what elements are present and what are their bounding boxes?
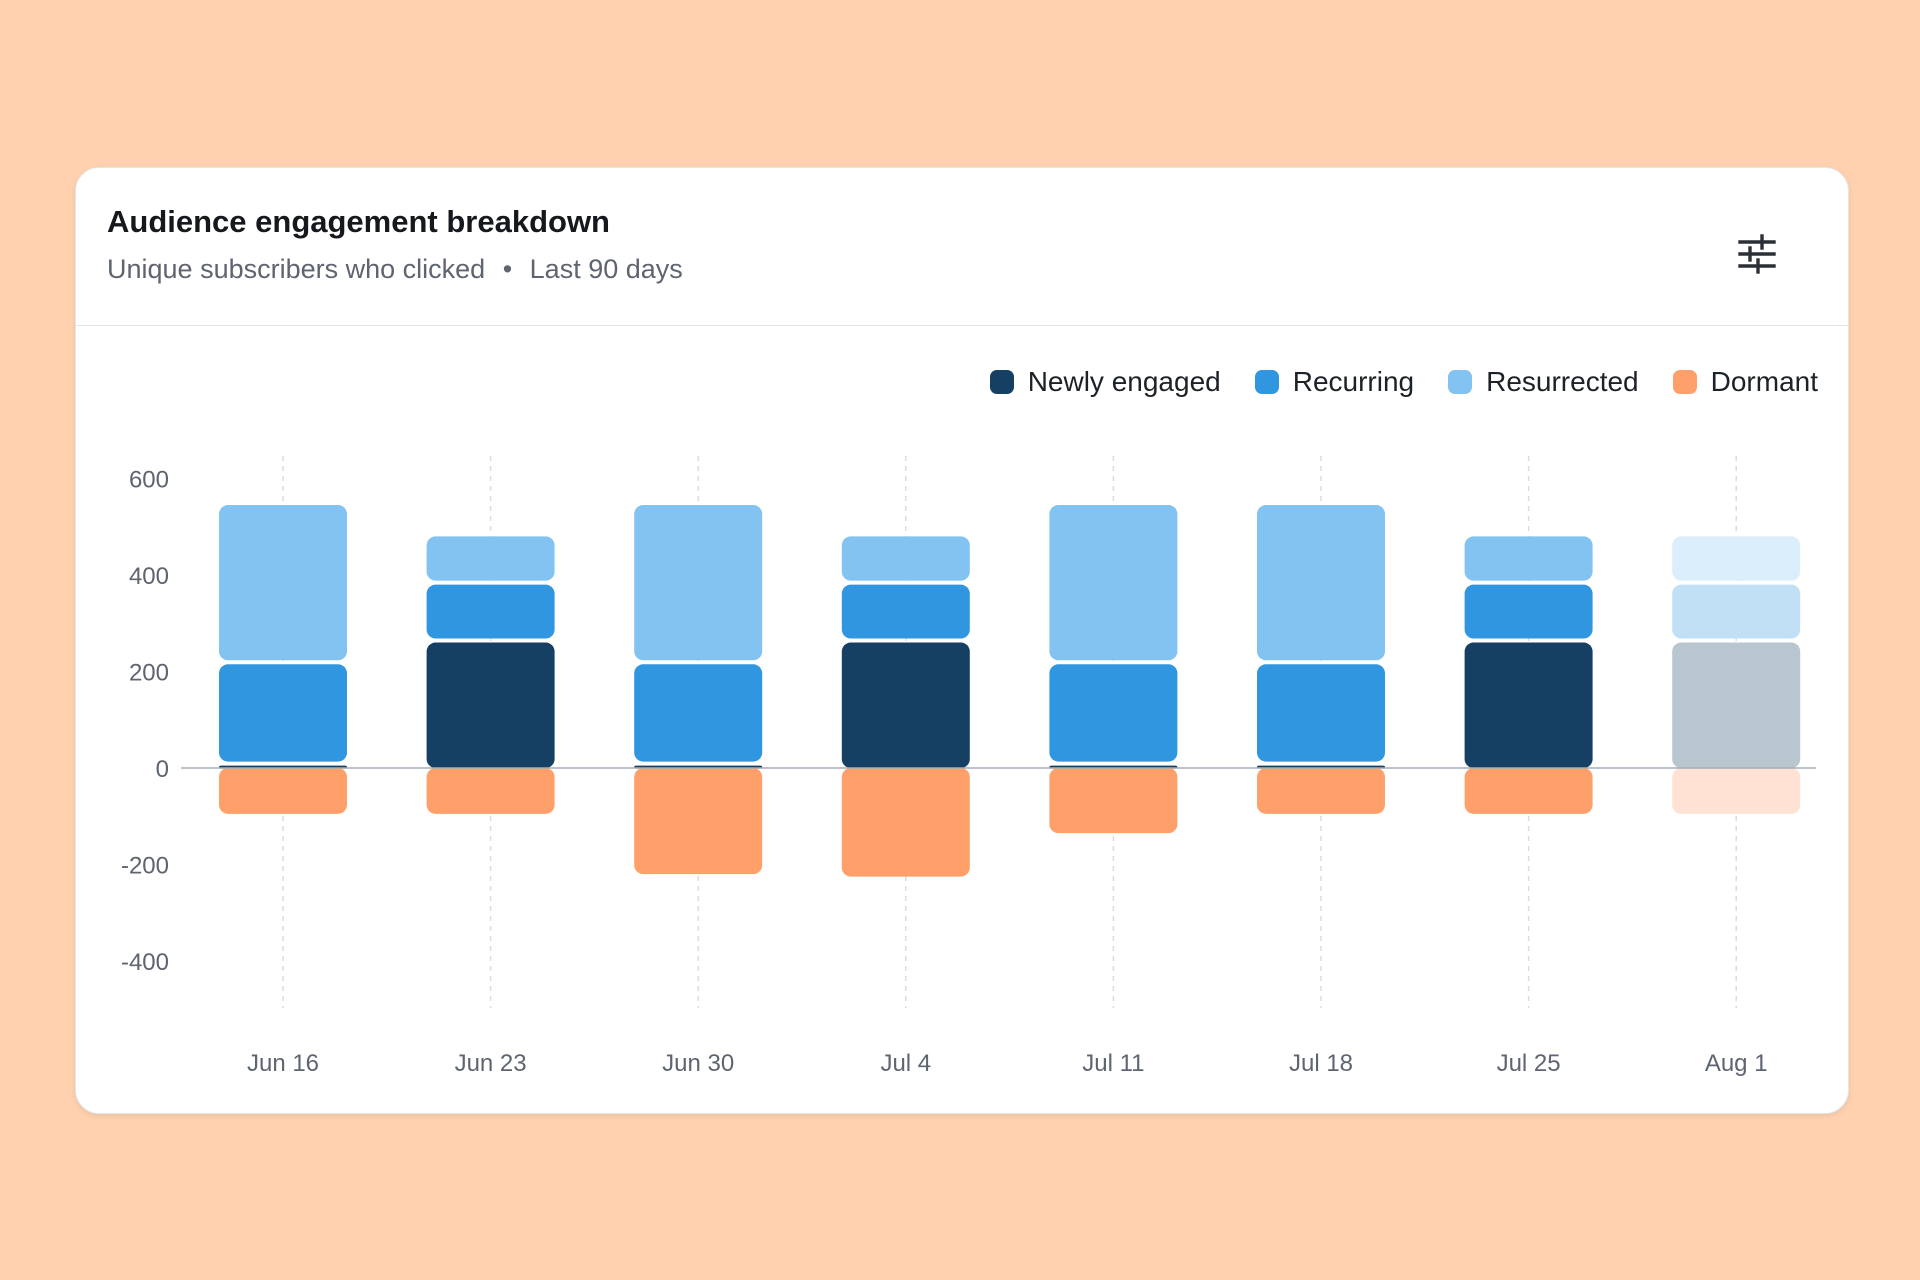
bar-resurrected-aug-1 (1672, 536, 1801, 581)
subtitle-period: Last 90 days (529, 254, 683, 284)
bar-resurrected-jul-18 (1257, 505, 1385, 661)
bar-dormant-jul-25 (1464, 768, 1593, 814)
y-tick-label: -400 (121, 949, 169, 976)
bar-dormant-jun-16 (219, 768, 347, 814)
legend-item-newly-engaged[interactable]: Newly engaged (989, 366, 1221, 398)
bar-newly-engaged-jul-4 (841, 642, 970, 768)
bar-resurrected-jul-4 (841, 536, 970, 581)
bar-resurrected-jun-16 (219, 505, 347, 661)
bar-newly-engaged-aug-1 (1672, 642, 1801, 768)
legend-item-recurring[interactable]: Recurring (1254, 366, 1415, 398)
y-tick-label: 600 (129, 467, 169, 494)
x-tick-label: Jun 16 (247, 1050, 319, 1077)
subtitle-separator: • (502, 254, 513, 284)
chart-card: Audience engagement breakdown Unique sub… (75, 167, 1849, 1114)
bar-dormant-jul-4 (841, 768, 970, 877)
legend-label: Resurrected (1486, 366, 1639, 397)
subtitle-metric: Unique subscribers who clicked (107, 254, 486, 284)
y-tick-label: 200 (129, 660, 169, 687)
legend-swatch (1254, 370, 1279, 394)
bar-recurring-jul-11 (1049, 664, 1178, 762)
bar-resurrected-jun-23 (426, 536, 555, 581)
bar-recurring-jun-16 (219, 664, 347, 762)
bar-dormant-jun-23 (426, 768, 555, 814)
legend-item-dormant[interactable]: Dormant (1672, 366, 1818, 398)
bar-newly-engaged-jun-23 (426, 642, 555, 768)
legend-label: Recurring (1292, 366, 1415, 397)
legend-swatch (1448, 370, 1473, 394)
bar-recurring-jun-23 (426, 584, 555, 639)
legend-label: Dormant (1710, 366, 1818, 397)
chart-subtitle: Unique subscribers who clicked • Last 90… (107, 254, 683, 285)
chart-settings-button[interactable] (1729, 226, 1785, 282)
bar-recurring-jun-30 (634, 664, 763, 762)
x-tick-label: Jul 4 (880, 1050, 931, 1077)
bar-dormant-jun-30 (634, 768, 763, 875)
x-tick-label: Aug 1 (1705, 1050, 1768, 1077)
bar-resurrected-jul-25 (1464, 536, 1593, 581)
bar-dormant-jul-11 (1049, 768, 1178, 834)
bar-dormant-jul-18 (1257, 768, 1385, 814)
bar-recurring-jul-25 (1464, 584, 1593, 639)
card-header: Audience engagement breakdown Unique sub… (76, 168, 1848, 326)
bar-resurrected-jul-11 (1049, 505, 1178, 661)
bar-recurring-jul-4 (841, 584, 970, 639)
y-tick-label: 0 (156, 756, 169, 783)
sliders-icon (1738, 234, 1776, 274)
bar-dormant-aug-1 (1672, 768, 1801, 814)
x-tick-label: Jun 30 (662, 1050, 734, 1077)
bar-resurrected-jun-30 (634, 505, 763, 661)
chart-plot: 600 400 200 0 -200 -400 Jun 16 Jun 23 Jun 30 Jul … (121, 456, 1816, 1077)
y-tick-label: -200 (121, 853, 169, 880)
legend-swatch (1672, 370, 1697, 394)
bar-recurring-jul-18 (1257, 664, 1385, 762)
y-tick-label: 400 (129, 563, 169, 590)
legend-swatch (989, 370, 1014, 394)
bar-recurring-aug-1 (1672, 584, 1801, 639)
x-tick-label: Jul 18 (1289, 1050, 1353, 1077)
legend-label: Newly engaged (1027, 366, 1221, 397)
legend-item-resurrected[interactable]: Resurrected (1448, 366, 1639, 398)
x-tick-label: Jun 23 (455, 1050, 527, 1077)
chart-legend: Newly engaged Recurring Resurrected Dormant (989, 366, 1818, 398)
x-tick-label: Jul 25 (1497, 1050, 1561, 1077)
chart-title: Audience engagement breakdown (107, 204, 610, 239)
x-tick-label: Jul 11 (1082, 1050, 1144, 1077)
bar-newly-engaged-jul-25 (1464, 642, 1593, 768)
